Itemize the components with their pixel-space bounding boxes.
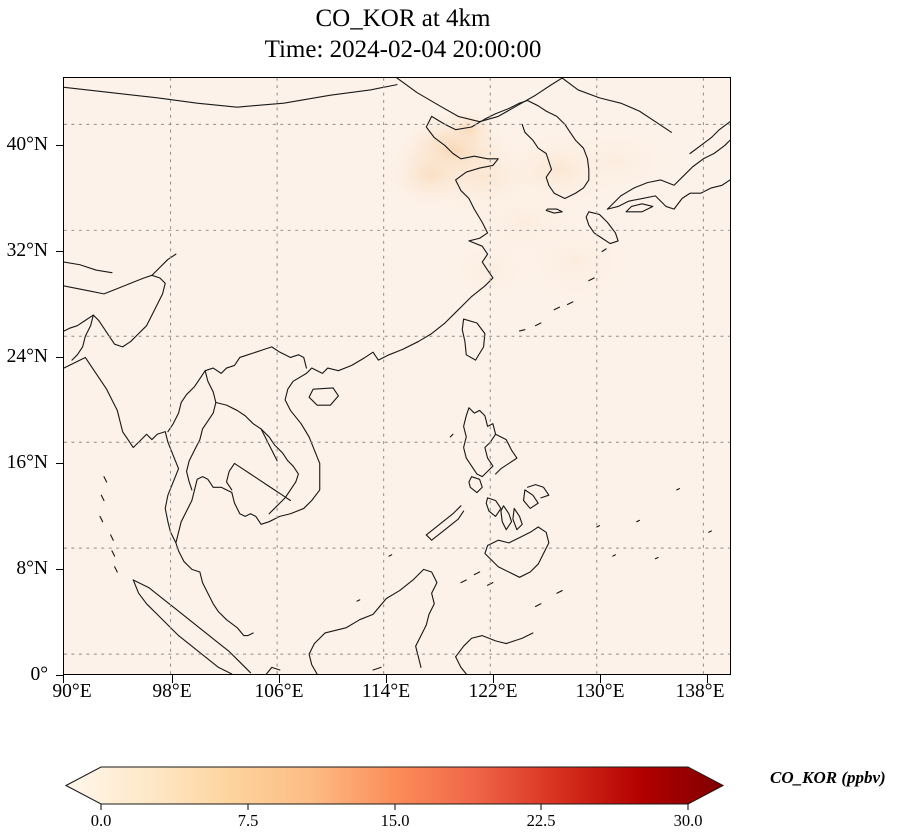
x-tick-mark-138e: [706, 675, 708, 683]
x-tick-mark-114e: [385, 675, 387, 683]
colorbar-tick-label-15: 15.0: [380, 811, 410, 830]
x-tick-label-98e: 98°E: [152, 681, 192, 702]
x-tick-mark-90e: [62, 675, 64, 683]
map-canvas: [64, 78, 730, 674]
y-tick-label-32n: 32°N: [6, 240, 48, 261]
y-tick-mark-24n: [56, 356, 64, 358]
x-tick-label-90e: 90°E: [52, 681, 92, 702]
colorbar-tick-label-0: 0.0: [90, 811, 112, 830]
x-tick-label-130e: 130°E: [575, 681, 625, 702]
y-tick-mark-0: [56, 674, 64, 676]
y-tick-label-16n: 16°N: [6, 452, 48, 473]
figure-title: CO_KOR at 4km Time: 2024-02-04 20:00:00: [0, 4, 806, 65]
y-tick-label-8n: 8°N: [16, 558, 48, 579]
y-tick-label-40n: 40°N: [6, 134, 48, 155]
y-tick-mark-8n: [56, 568, 64, 570]
y-tick-label-0: 0°: [30, 664, 48, 685]
colorbar-tick-label-7-5: 7.5: [237, 811, 259, 830]
y-tick-mark-16n: [56, 462, 64, 464]
x-tick-mark-130e: [599, 675, 601, 683]
colorbar-gradient-bar: [64, 766, 725, 805]
x-tick-label-114e: 114°E: [361, 681, 411, 702]
x-tick-mark-122e: [492, 675, 494, 683]
x-tick-mark-98e: [171, 675, 173, 683]
colorbar-tick-label-30: 30.0: [673, 811, 703, 830]
concentration-field: [378, 105, 676, 310]
grid-lines: [64, 78, 730, 674]
colorbar-tick-marks: [100, 804, 689, 810]
coastlines-layer: [64, 78, 730, 674]
x-tick-mark-106e: [278, 675, 280, 683]
y-tick-mark-32n: [56, 250, 64, 252]
x-tick-label-122e: 122°E: [468, 681, 518, 702]
colorbar-tick-label-22-5: 22.5: [526, 811, 556, 830]
title-line-2: Time: 2024-02-04 20:00:00: [264, 35, 542, 63]
x-tick-label-138e: 138°E: [675, 681, 725, 702]
map-clip-region: [64, 78, 730, 674]
x-tick-label-106e: 106°E: [254, 681, 304, 702]
y-tick-mark-40n: [56, 144, 64, 146]
colorbar-label: CO_KOR (ppbv): [770, 768, 886, 787]
map-axes: [63, 77, 731, 675]
title-line-1: CO_KOR at 4km: [315, 5, 491, 32]
y-tick-label-24n: 24°N: [6, 346, 48, 367]
